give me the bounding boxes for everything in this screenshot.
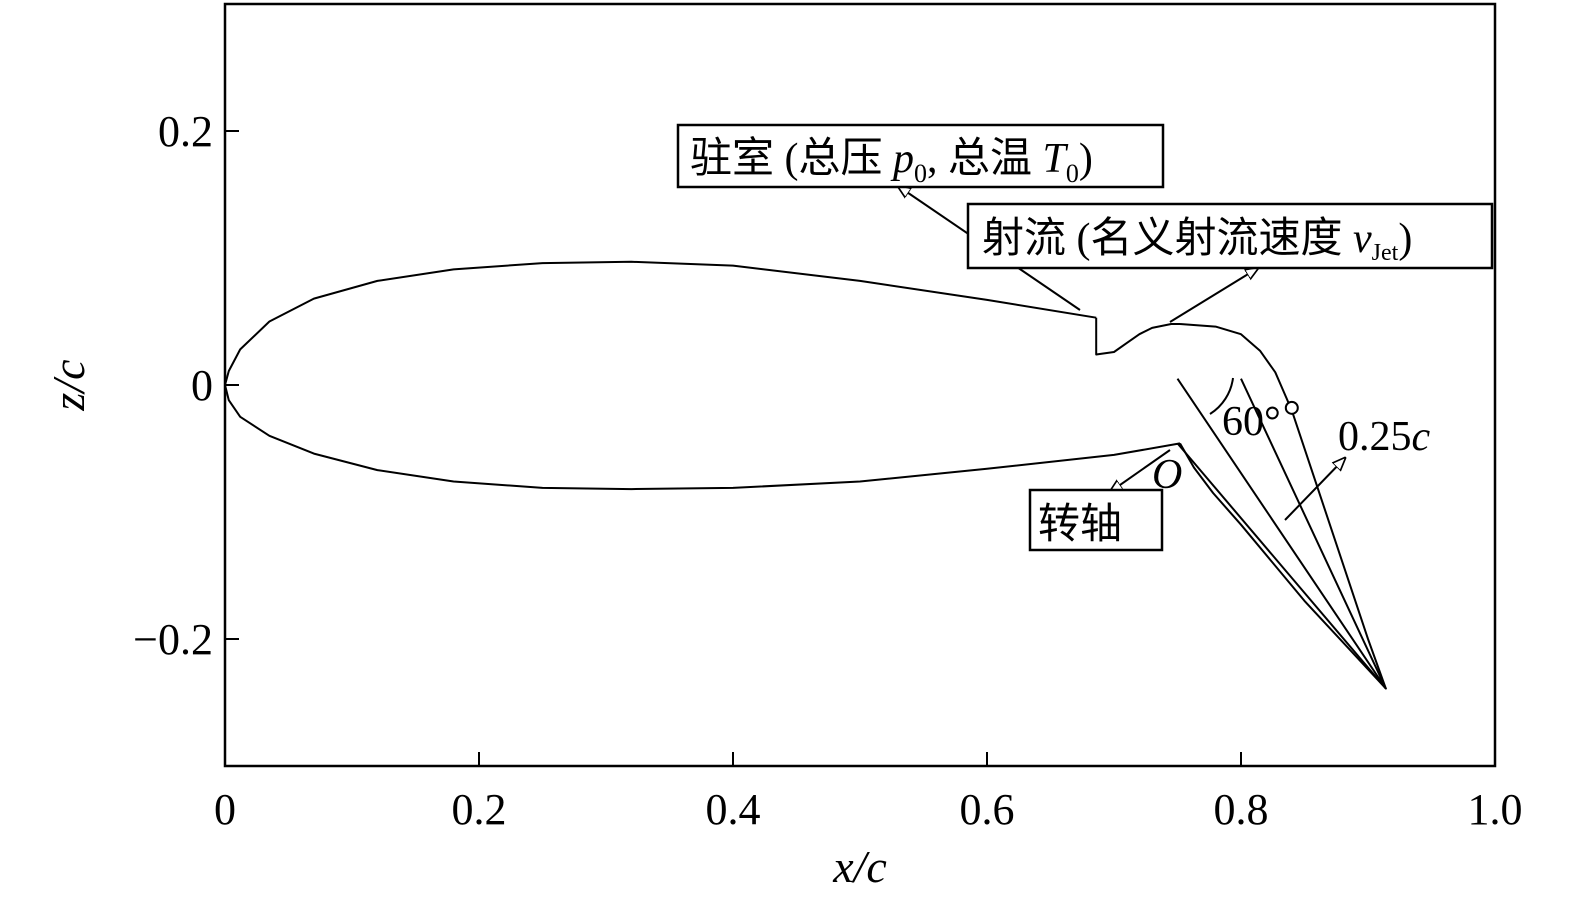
flap-length-unit: c (1412, 414, 1431, 460)
y-tick-label: 0.2 (158, 107, 213, 156)
jet-leader-arrow (1169, 268, 1258, 323)
jet-annotation-box (966, 202, 1494, 270)
plenum-annotation-text: 驻室 (总压 (690, 135, 893, 182)
plenum-pressure-symbol: p (890, 136, 914, 182)
pivot-point-label: O (1152, 452, 1182, 498)
pivot-annotation: 转轴 (1038, 502, 1122, 548)
plenum-annotation-text-2: , 总温 (927, 136, 1043, 182)
y-axis-ticks: 0.2 0 −0.2 (133, 107, 239, 664)
y-tick-label: 0 (191, 361, 213, 410)
x-tick-label: 0.2 (452, 785, 507, 834)
pivot-annotation-box (1028, 488, 1164, 552)
plenum-annotation-close: ) (1079, 136, 1093, 182)
flap-line (1179, 323, 1387, 690)
plenum-pressure-subscript: 0 (914, 159, 927, 188)
plenum-annotation: 驻室 (总压 p0, 总温 T0) (690, 135, 1093, 188)
flap-length-arrow (1284, 458, 1345, 521)
angle-vertex-circle (1284, 400, 1299, 415)
y-axis-label: z/c (43, 359, 94, 411)
marker-layer (1284, 400, 1299, 415)
deflection-angle-arc (1209, 377, 1234, 415)
flap-length-value: 0.25 (1338, 414, 1412, 460)
main-airfoil-line (224, 260, 1181, 491)
x-tick-label: 1.0 (1468, 785, 1523, 834)
plenum-annotation-box (676, 123, 1165, 189)
jet-annotation-text: 射流 (名义射流速度 (982, 216, 1353, 262)
x-tick-label: 0.8 (1214, 785, 1269, 834)
flap-length-label: 0.25c (1338, 414, 1431, 460)
x-tick-label: 0 (214, 785, 236, 834)
plenum-temperature-subscript: 0 (1066, 159, 1079, 188)
jet-velocity-symbol: v (1353, 216, 1372, 262)
series-layer (224, 260, 1387, 690)
plot-frame (223, 2, 1497, 768)
y-tick-label: −0.2 (133, 615, 213, 664)
x-axis-label: x/c (832, 841, 887, 892)
jet-velocity-subscript: Jet (1372, 240, 1399, 266)
x-axis-ticks: 0 0.2 0.4 0.6 0.8 1.0 (214, 752, 1523, 834)
jet-annotation: 射流 (名义射流速度 vJet) (982, 216, 1412, 266)
x-tick-label: 0.6 (960, 785, 1015, 834)
angle-label: 60° (1222, 399, 1281, 445)
cove-line (1095, 317, 1180, 356)
pivot-leader-arrow (1110, 449, 1171, 492)
x-tick-label: 0.4 (706, 785, 761, 834)
jet-annotation-close: ) (1398, 216, 1412, 262)
plenum-temperature-symbol: T (1043, 136, 1069, 182)
flap-chord-line (1176, 442, 1387, 690)
